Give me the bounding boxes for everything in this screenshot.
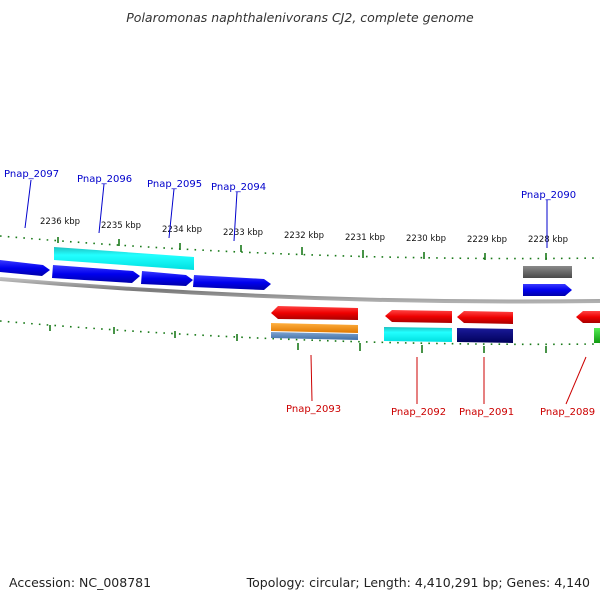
- gene-label-pnap-2091[interactable]: Pnap_2091: [459, 407, 514, 418]
- gene-label-pnap-2089[interactable]: Pnap_2089: [540, 407, 595, 418]
- gene-label-pnap-2094[interactable]: Pnap_2094: [211, 182, 266, 193]
- gene-label-pnap-2095[interactable]: Pnap_2095: [147, 179, 202, 190]
- gene-bar-orange[interactable]: [271, 323, 358, 333]
- gene-arrow-pnap-2091[interactable]: [457, 311, 513, 324]
- tick-label: 2232 kbp: [284, 231, 324, 241]
- gene-arrow-pnap-2094[interactable]: [193, 275, 271, 290]
- gene-bar-steel[interactable]: [271, 332, 358, 340]
- tick-label: 2231 kbp: [345, 233, 385, 243]
- tick-label: 2235 kbp: [101, 221, 141, 231]
- lower-major-ticks: [49, 325, 547, 353]
- tick-label: 2233 kbp: [223, 228, 263, 238]
- gene-arrow-pnap-2089[interactable]: [576, 311, 600, 323]
- gene-arrow-pnap-2092[interactable]: [385, 310, 452, 323]
- gene-bar-cyan[interactable]: [54, 247, 194, 270]
- upper-major-ticks: [57, 237, 547, 260]
- gene-label-pnap-2093[interactable]: Pnap_2093: [286, 404, 341, 415]
- gene-arrow-pnap-2093[interactable]: [271, 306, 358, 320]
- tick-label: 2236 kbp: [40, 217, 80, 227]
- forward-leader-lines: [24, 179, 548, 248]
- gene-arrow-pnap-2090[interactable]: [523, 284, 572, 296]
- gene-bar-gray[interactable]: [523, 266, 572, 278]
- tick-label: 2229 kbp: [467, 235, 507, 245]
- gene-label-pnap-2092[interactable]: Pnap_2092: [391, 407, 446, 418]
- topology-text: Topology: circular; Length: 4,410,291 bp…: [246, 575, 590, 590]
- gene-label-pnap-2090[interactable]: Pnap_2090: [521, 190, 576, 201]
- gene-bar-green[interactable]: [594, 328, 600, 343]
- accession-text: Accession: NC_008781: [9, 575, 152, 590]
- gene-arrow-pnap-2097[interactable]: [0, 260, 50, 276]
- tick-label: 2230 kbp: [406, 234, 446, 244]
- genome-backbone: [0, 277, 600, 304]
- gene-bar-navy[interactable]: [457, 328, 513, 343]
- gene-arrow-pnap-2096[interactable]: [52, 265, 140, 283]
- gene-bar-cyan-lower[interactable]: [384, 327, 452, 342]
- tick-label: 2234 kbp: [162, 225, 202, 235]
- gene-label-pnap-2097[interactable]: Pnap_2097: [4, 169, 59, 180]
- genome-title: Polaromonas naphthalenivorans CJ2, compl…: [126, 10, 474, 25]
- gene-label-pnap-2096[interactable]: Pnap_2096: [77, 174, 132, 185]
- gene-arrow-pnap-2095[interactable]: [141, 271, 193, 286]
- reverse-leader-lines: [310, 354, 587, 405]
- tick-label: 2228 kbp: [528, 235, 568, 245]
